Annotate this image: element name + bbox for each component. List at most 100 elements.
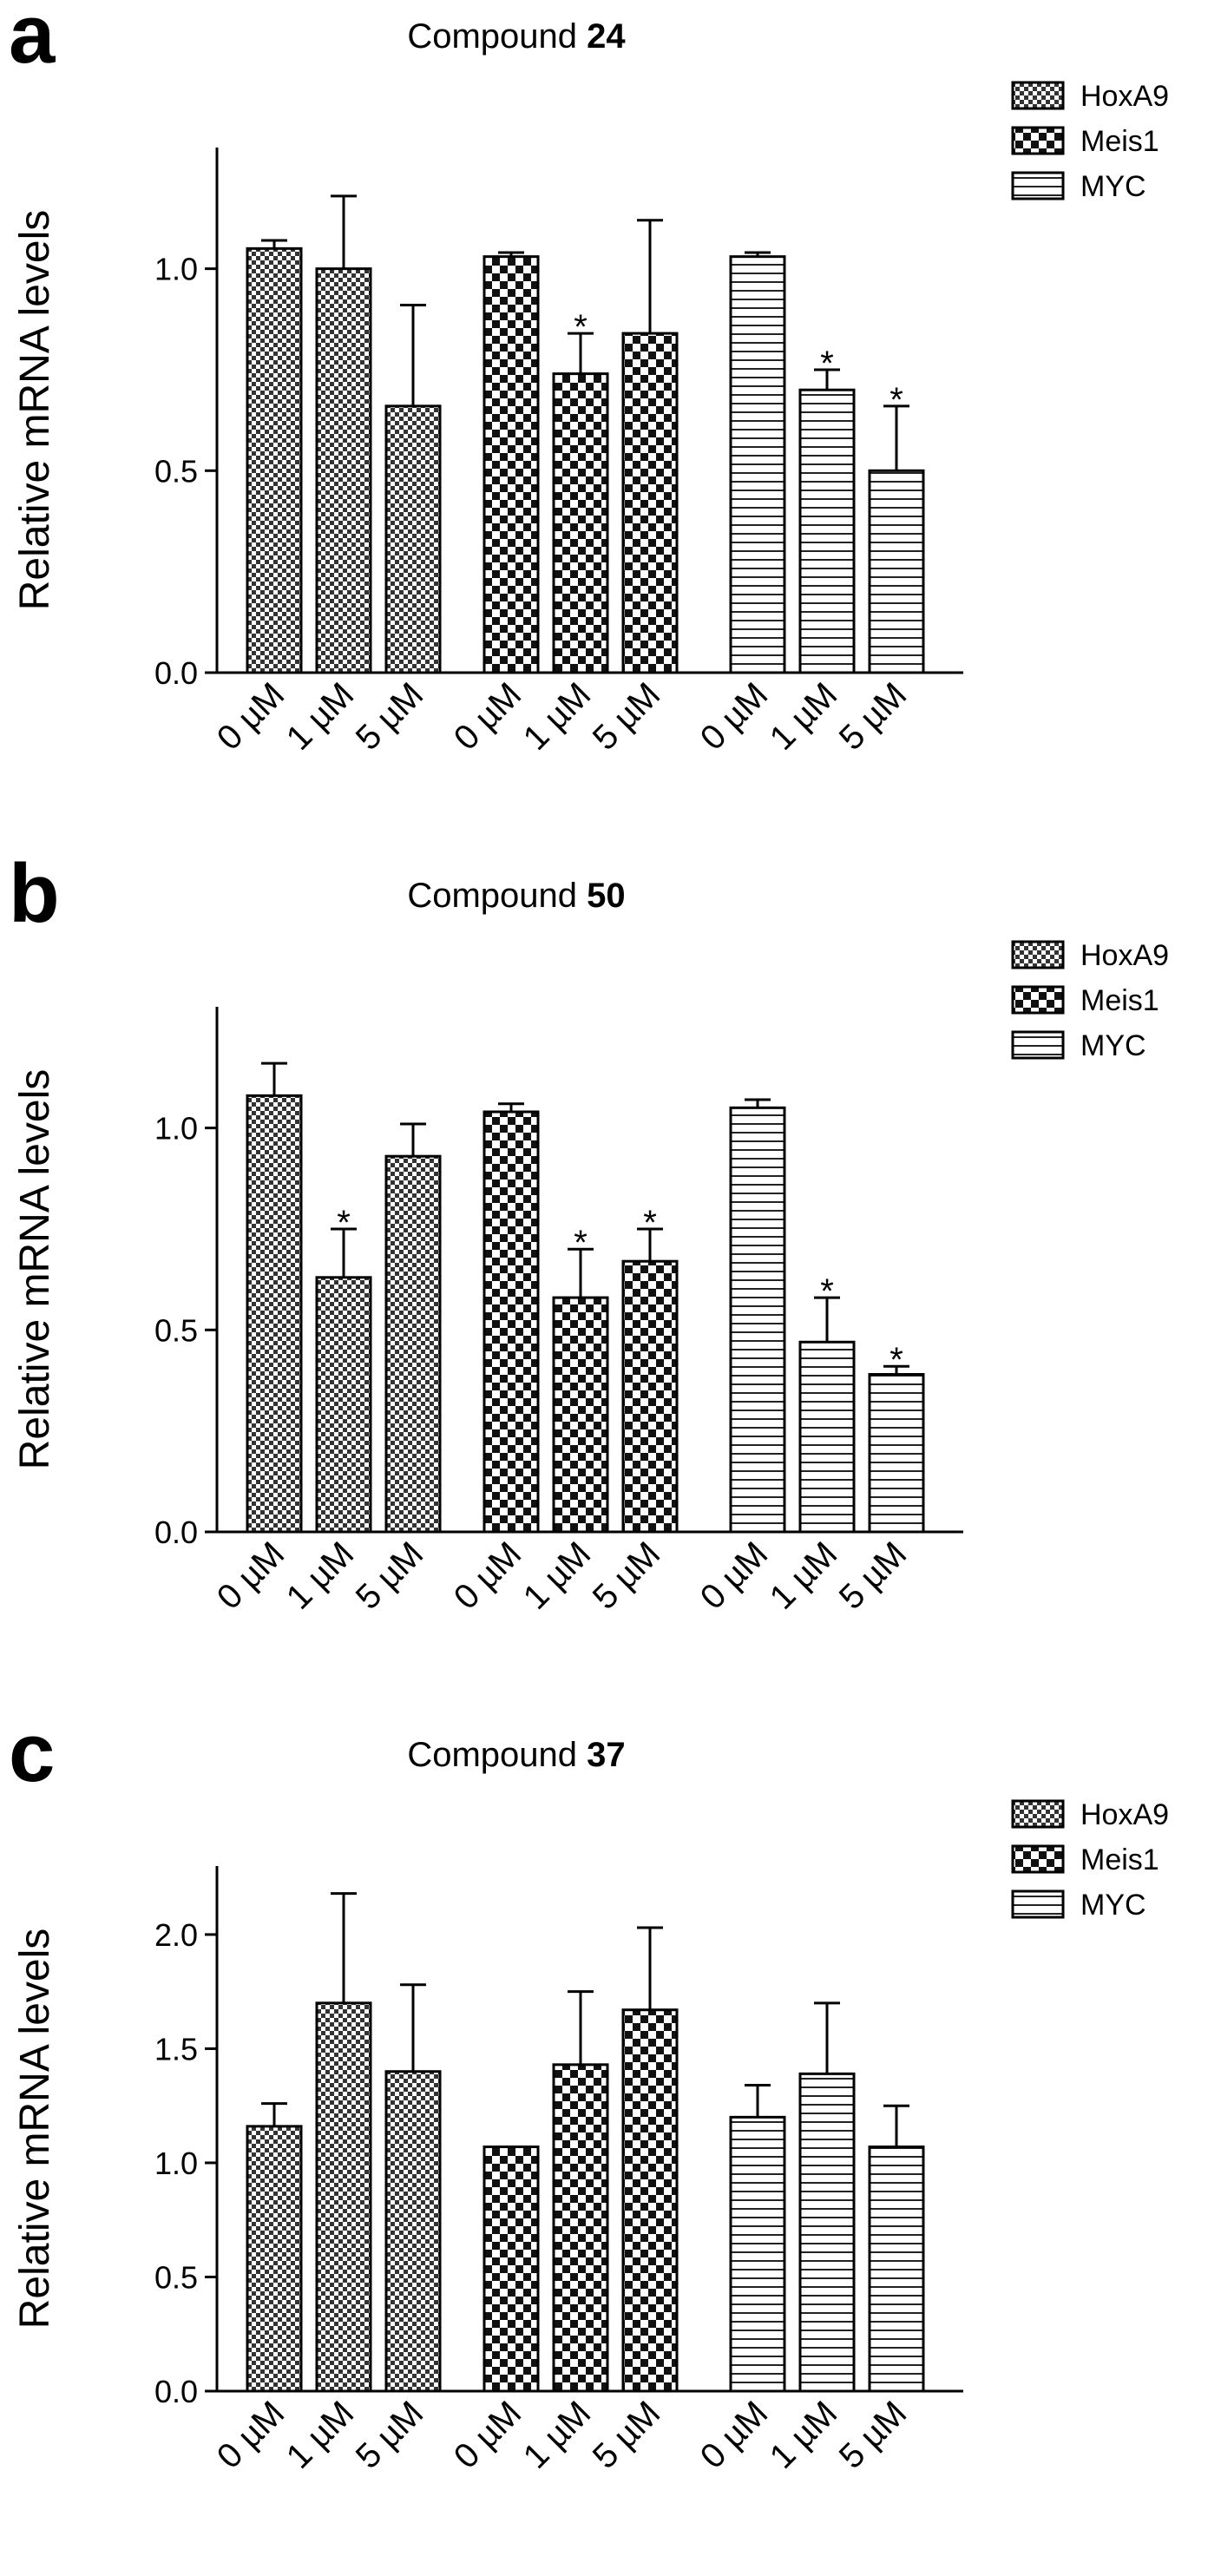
panel-letter: a [9, 0, 56, 81]
chart-svg: a Compound 24 Relative mRNA levels 0.0 0.5 1.… [9, 0, 1169, 758]
x-tick-label: 5 µM [586, 1534, 668, 1617]
legend-label-myc: MYC [1080, 1029, 1146, 1062]
legend-swatch-meis1 [1011, 985, 1065, 1015]
x-tick-label: 1 µM [763, 1534, 845, 1617]
bar-hoxa9-0 [246, 246, 303, 674]
legend-swatch-hoxa9 [1011, 940, 1065, 969]
bar-meis1-1 [552, 1296, 609, 1534]
bar-hoxa9-2 [384, 404, 442, 674]
panel-letter: b [9, 859, 60, 940]
bar-meis1-2 [621, 2008, 679, 2393]
x-tick-label: 5 µM [586, 675, 668, 758]
bar-meis1-1 [552, 2063, 609, 2393]
y-tick-label: 2.0 [154, 1917, 198, 1953]
panel-letter: c [9, 1718, 55, 1799]
bar-myc-1 [798, 388, 856, 674]
y-tick-label: 1.0 [154, 252, 198, 287]
bar-meis1-2 [621, 1259, 679, 1534]
panel-b: b Compound 50 Relative mRNA levels 0.0 0.5 1.… [0, 859, 1221, 1717]
panel-c: c Compound 37 Relative mRNA levels 0.0 0.5 1.… [0, 1718, 1221, 2576]
significance-star: * [337, 1204, 351, 1242]
y-tick-label: 0.0 [154, 2374, 198, 2409]
chart-title: Compound 24 [407, 17, 626, 56]
x-tick-label: 5 µM [832, 675, 915, 758]
x-tick-label: 0 µM [447, 2394, 529, 2476]
x-tick-label: 0 µM [210, 1534, 292, 1617]
legend-swatch-myc [1011, 171, 1065, 200]
x-tick-label: 0 µM [693, 1534, 776, 1617]
x-tick-label: 1 µM [763, 675, 845, 758]
bar-hoxa9-2 [384, 2070, 442, 2393]
x-tick-label: 1 µM [516, 2394, 599, 2476]
y-tick-label: 0.0 [154, 1515, 198, 1550]
x-tick-label: 5 µM [832, 2394, 915, 2476]
x-tick-label: 1 µM [763, 2394, 845, 2476]
x-tick-label: 5 µM [349, 1534, 431, 1617]
significance-star: * [820, 1272, 834, 1311]
y-tick-label: 1.0 [154, 1111, 198, 1147]
y-tick-label: 0.0 [154, 655, 198, 691]
x-tick-label: 5 µM [349, 2394, 431, 2476]
legend-label-meis1: Meis1 [1080, 984, 1159, 1017]
significance-star: * [889, 381, 903, 419]
legend-swatch-hoxa9 [1011, 81, 1065, 110]
legend-label-hoxa9: HoxA9 [1080, 939, 1169, 972]
legend-swatch-myc [1011, 1030, 1065, 1060]
bar-meis1-2 [621, 332, 679, 674]
legend-label-meis1: Meis1 [1080, 1843, 1159, 1876]
y-tick-label: 1.0 [154, 2146, 198, 2181]
bar-myc-0 [729, 255, 786, 674]
x-tick-label: 1 µM [516, 1534, 599, 1617]
bar-myc-2 [868, 2146, 925, 2393]
bar-hoxa9-2 [384, 1154, 442, 1534]
legend-label-hoxa9: HoxA9 [1080, 80, 1169, 113]
chart-svg: c Compound 37 Relative mRNA levels 0.0 0.5 1.… [9, 1718, 1169, 2476]
x-tick-label: 0 µM [447, 1534, 529, 1617]
bar-hoxa9-1 [315, 267, 372, 674]
x-tick-label: 0 µM [447, 675, 529, 758]
y-tick-label: 1.5 [154, 2031, 198, 2067]
x-tick-label: 0 µM [693, 2394, 776, 2476]
y-axis-label: Relative mRNA levels [12, 1929, 58, 2329]
legend-swatch-myc [1011, 1889, 1065, 1919]
bar-myc-0 [729, 2115, 786, 2393]
significance-star: * [574, 1224, 588, 1262]
x-tick-label: 1 µM [516, 675, 599, 758]
bar-meis1-0 [482, 2146, 540, 2393]
legend-swatch-meis1 [1011, 126, 1065, 155]
y-tick-label: 0.5 [154, 2259, 198, 2295]
legend-swatch-hoxa9 [1011, 1799, 1065, 1829]
y-axis-label: Relative mRNA levels [12, 1069, 58, 1469]
significance-star: * [889, 1341, 903, 1379]
bar-hoxa9-1 [315, 2001, 372, 2393]
bar-myc-0 [729, 1106, 786, 1534]
y-tick-label: 0.5 [154, 453, 198, 489]
bar-meis1-0 [482, 255, 540, 674]
chart-svg: b Compound 50 Relative mRNA levels 0.0 0.5 1.… [9, 859, 1169, 1617]
panel-a: a Compound 24 Relative mRNA levels 0.0 0.5 1.… [0, 0, 1221, 858]
bar-hoxa9-1 [315, 1276, 372, 1534]
x-tick-label: 1 µM [279, 1534, 362, 1617]
bar-myc-1 [798, 1340, 856, 1534]
x-tick-label: 0 µM [210, 2394, 292, 2476]
significance-star: * [643, 1204, 657, 1242]
x-tick-label: 5 µM [832, 1534, 915, 1617]
bar-hoxa9-0 [246, 2125, 303, 2393]
bar-hoxa9-0 [246, 1094, 303, 1534]
y-axis-label: Relative mRNA levels [12, 210, 58, 610]
x-tick-label: 0 µM [210, 675, 292, 758]
x-tick-label: 5 µM [349, 675, 431, 758]
significance-star: * [820, 345, 834, 383]
legend-label-hoxa9: HoxA9 [1080, 1798, 1169, 1831]
chart-title: Compound 50 [407, 877, 625, 915]
bar-meis1-0 [482, 1110, 540, 1534]
legend-swatch-meis1 [1011, 1844, 1065, 1874]
bar-myc-2 [868, 1373, 925, 1534]
legend-label-meis1: Meis1 [1080, 125, 1159, 158]
x-tick-label: 0 µM [693, 675, 776, 758]
chart-title: Compound 37 [407, 1736, 625, 1774]
bar-meis1-1 [552, 372, 609, 674]
legend-label-myc: MYC [1080, 1889, 1146, 1922]
bar-myc-2 [868, 469, 925, 674]
x-tick-label: 1 µM [279, 675, 362, 758]
